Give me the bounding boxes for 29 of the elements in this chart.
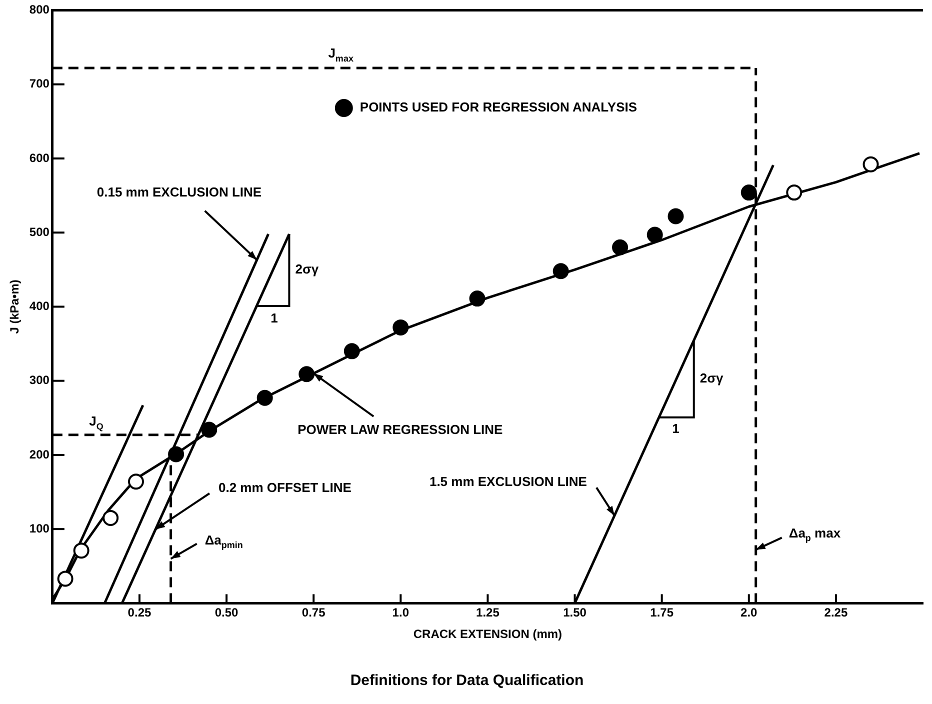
y-tick-label: 700	[29, 76, 50, 91]
y-tick-label: 800	[29, 2, 50, 17]
x-tick-label: 0.50	[214, 606, 239, 620]
x-tick-label: 1.0	[392, 606, 410, 620]
text: 1.5 mm EXCLUSION LINE	[429, 474, 588, 490]
text: Definitions for Data Qualification	[350, 672, 584, 690]
text: POWER LAW REGRESSION LINE	[298, 422, 504, 437]
y-axis-title: J (kPa•m)	[8, 280, 22, 334]
annotation: 2σγ	[700, 370, 724, 386]
text: 0.2 mm OFFSET LINE	[218, 480, 352, 495]
x-tick-label: 2.25	[824, 606, 848, 620]
y-tick-label: 400	[29, 299, 50, 314]
x-tick-label: 1.50	[563, 606, 587, 620]
annotation: 1	[270, 310, 278, 326]
x-tick-label: 1.75	[650, 606, 674, 620]
x-tick-label: 2.0	[740, 606, 758, 620]
y-tick-label: 100	[29, 521, 50, 536]
x-tick-label: 0.25	[128, 606, 152, 620]
y-tick-label: 200	[29, 447, 50, 462]
text: 0.15 mm EXCLUSION LINE	[96, 184, 262, 200]
annotation: 1	[672, 420, 680, 436]
x-tick-label: 1.25	[476, 606, 500, 620]
y-tick-label: 500	[29, 224, 50, 239]
x-tick-label: 0.75	[302, 606, 326, 620]
legend-label: POINTS USED FOR REGRESSION ANALYSIS	[360, 100, 638, 115]
annotation: 2σγ	[295, 262, 320, 277]
x-axis-title: CRACK EXTENSION (mm)	[413, 627, 562, 642]
y-tick-label: 300	[29, 373, 50, 388]
y-tick-label: 600	[29, 150, 50, 165]
